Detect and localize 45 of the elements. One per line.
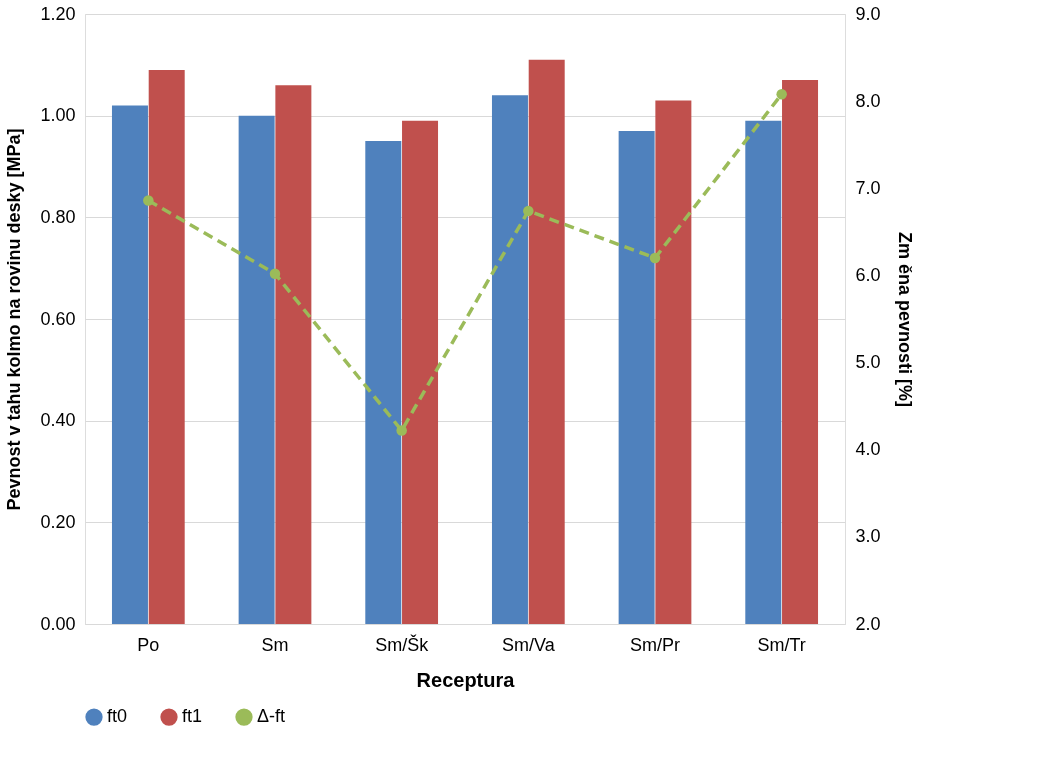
y-tick-label: 0.60 xyxy=(40,308,76,329)
bar xyxy=(275,85,312,624)
y2-tick-label: 4.0 xyxy=(855,439,881,460)
bar xyxy=(655,100,692,624)
bar xyxy=(365,141,402,624)
point xyxy=(269,268,281,279)
bar xyxy=(238,115,275,624)
x-tick-label: Po xyxy=(137,634,160,655)
bar xyxy=(745,120,782,624)
y2-axis-title: Zm ěna pevnosti [%] xyxy=(894,231,915,408)
legend-label: ft1 xyxy=(182,706,203,727)
bar xyxy=(111,105,148,624)
bar xyxy=(491,95,528,624)
x-tick-label: Sm/Pr xyxy=(629,634,681,655)
y-tick-label: 0.00 xyxy=(40,613,76,634)
x-axis-title: Receptura xyxy=(416,668,516,691)
bar xyxy=(618,130,655,624)
x-tick-label: Sm/Tr xyxy=(757,634,806,655)
bar xyxy=(528,59,565,624)
y-tick-label: 0.80 xyxy=(40,206,76,227)
bar xyxy=(782,80,819,624)
legend-label: Δ-ft xyxy=(257,706,286,727)
bar xyxy=(402,120,439,624)
x-tick-label: Sm/Šk xyxy=(375,633,430,655)
point xyxy=(649,252,661,264)
y2-tick-label: 9.0 xyxy=(855,3,881,24)
x-tick-label: Sm xyxy=(261,634,289,655)
y-tick-label: 0.40 xyxy=(40,410,76,431)
y-axis-title: Pevnost v tahu kolmo na rovinu desky [MPa] xyxy=(4,128,25,511)
legend-label: ft0 xyxy=(107,706,128,727)
y-tick-label: 1.00 xyxy=(40,105,76,126)
point xyxy=(776,88,787,100)
point xyxy=(396,425,407,436)
point xyxy=(143,195,154,206)
bar xyxy=(148,69,185,624)
y-tick-label: 1.20 xyxy=(40,3,76,24)
y2-tick-label: 8.0 xyxy=(855,90,881,111)
y2-tick-label: 5.0 xyxy=(855,352,881,373)
y2-tick-label: 6.0 xyxy=(855,264,881,285)
y2-tick-label: 2.0 xyxy=(855,613,881,634)
y-tick-label: 0.20 xyxy=(40,511,76,532)
y2-tick-label: 3.0 xyxy=(855,526,881,547)
x-tick-label: Sm/Va xyxy=(501,634,556,655)
point xyxy=(523,205,534,217)
y2-tick-label: 7.0 xyxy=(855,177,881,198)
